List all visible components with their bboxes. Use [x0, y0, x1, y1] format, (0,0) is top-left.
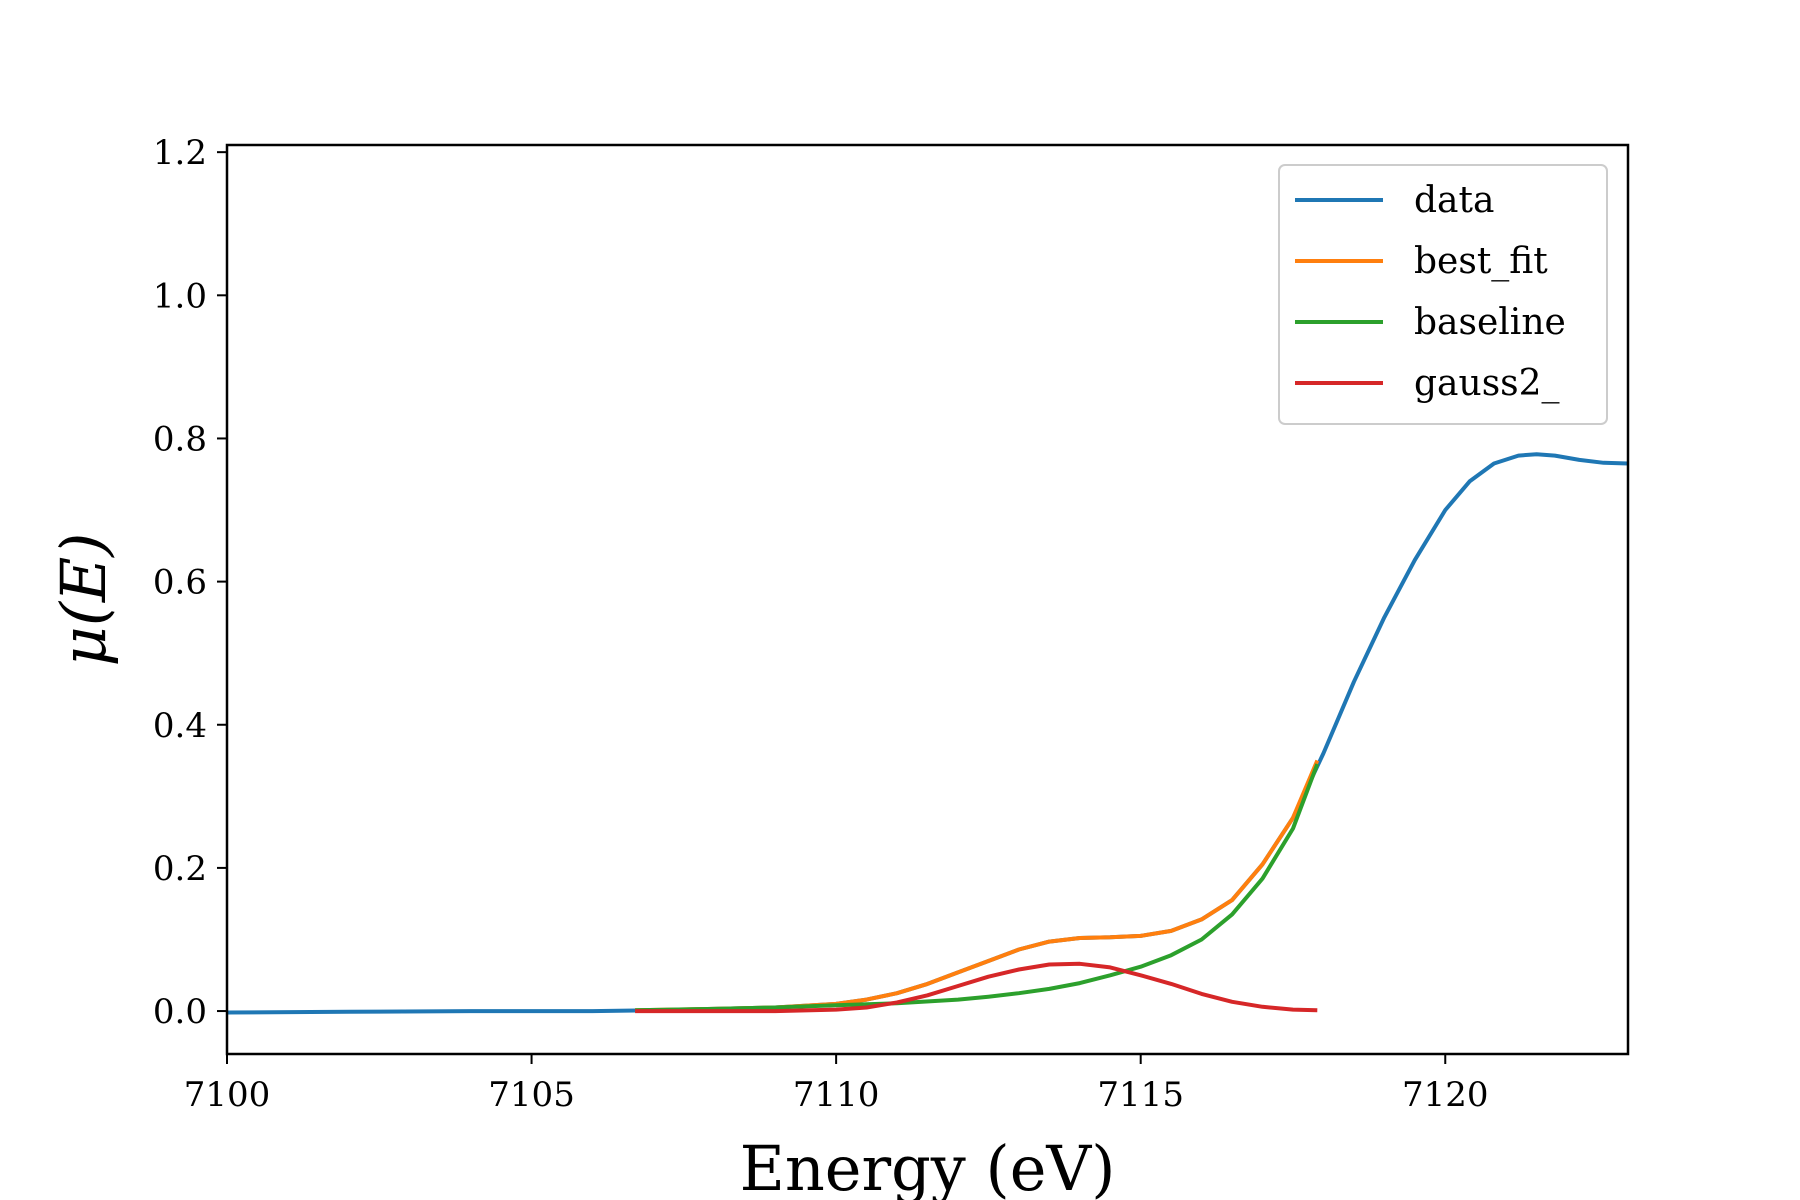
- x-tick-label: 7120: [1402, 1075, 1489, 1115]
- x-ticks: 7100 7105 7110 7115 7120: [184, 1054, 1489, 1115]
- x-tick-label: 7115: [1097, 1075, 1184, 1115]
- y-tick-label: 1.0: [153, 276, 207, 316]
- plot-lines: [227, 452, 1628, 1015]
- y-tick-label: 0.6: [153, 563, 207, 603]
- legend-label: gauss2_: [1414, 363, 1560, 404]
- series-line-gauss2: [635, 961, 1318, 1014]
- x-tick-label: 7105: [488, 1075, 575, 1115]
- plot-frame: [225, 143, 1630, 1056]
- legend-box: [1278, 164, 1608, 425]
- legend-label: data: [1414, 180, 1494, 221]
- x-tick-label: 7100: [184, 1075, 271, 1115]
- legend-label: baseline: [1414, 302, 1566, 343]
- y-tick-label: 0.2: [153, 849, 207, 889]
- y-tick-label: 0.8: [153, 419, 207, 459]
- y-tick-label: 0.0: [153, 992, 207, 1032]
- y-tick-label: 0.4: [153, 706, 207, 746]
- x-tick-label: 7110: [793, 1075, 880, 1115]
- y-tick-label: 1.2: [153, 133, 207, 173]
- y-ticks: 0.0 0.2 0.4 0.6 0.8 1.0 1.2: [153, 133, 227, 1032]
- series-line-baseline: [635, 763, 1320, 1013]
- series-line-data: [227, 452, 1628, 1015]
- legend-label: best_fit: [1414, 241, 1548, 282]
- x-axis-label: Energy (eV): [740, 1132, 1116, 1200]
- legend: data best_fit baseline gauss2_: [1278, 164, 1608, 425]
- y-axis-label: μ(E): [47, 533, 120, 667]
- series-line-best-fit: [635, 759, 1320, 1013]
